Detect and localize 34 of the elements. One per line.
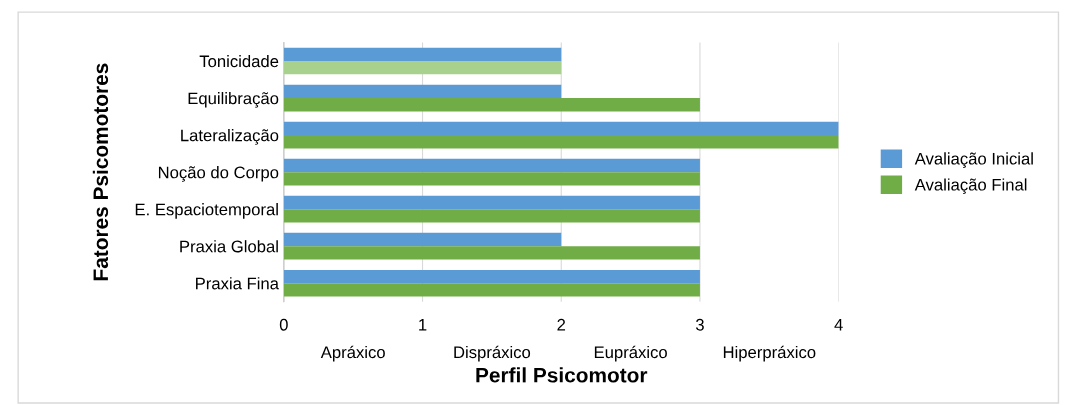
bar xyxy=(283,209,700,223)
legend-label: Avaliação Final xyxy=(914,178,1027,194)
x-axis-title: Perfil Psicomotor xyxy=(476,367,648,383)
x-tick-label: 1 xyxy=(419,319,427,331)
text: Apráxico xyxy=(320,345,385,362)
bar xyxy=(283,232,562,247)
y-tick-label: Tonicidade xyxy=(199,55,279,68)
text: Eupráxico xyxy=(594,345,667,362)
bar xyxy=(283,61,562,75)
y-tick-label: Praxia Fina xyxy=(196,277,279,290)
bar xyxy=(283,172,700,186)
bar xyxy=(283,135,839,149)
bar xyxy=(283,195,700,210)
x-tick-label: 4 xyxy=(834,319,843,331)
bar xyxy=(283,98,700,112)
text: Hiperpráxico xyxy=(723,345,816,362)
legend-label: Avaliação Inicial xyxy=(914,152,1033,168)
x-tick-label: 2 xyxy=(557,318,566,331)
y-tick-label: Equilibração xyxy=(188,92,279,108)
bar xyxy=(283,158,700,173)
y-axis-title: Fatores Psicomotores xyxy=(92,63,109,281)
y-tick-label: Noção do Corpo xyxy=(158,166,279,182)
y-tick-label: Praxia Global xyxy=(180,240,278,253)
bar xyxy=(283,283,700,297)
x-tick-label: 0 xyxy=(279,318,288,331)
text: Dispráxico xyxy=(454,345,531,362)
bar xyxy=(283,269,700,284)
y-tick-label: Lateralização xyxy=(181,129,279,145)
bar xyxy=(283,246,700,260)
bar xyxy=(283,47,562,62)
x-tick-label: 3 xyxy=(695,318,704,331)
bar xyxy=(283,121,839,136)
bar xyxy=(283,84,562,99)
y-tick-label: E. Espaciotemporal xyxy=(135,203,278,219)
